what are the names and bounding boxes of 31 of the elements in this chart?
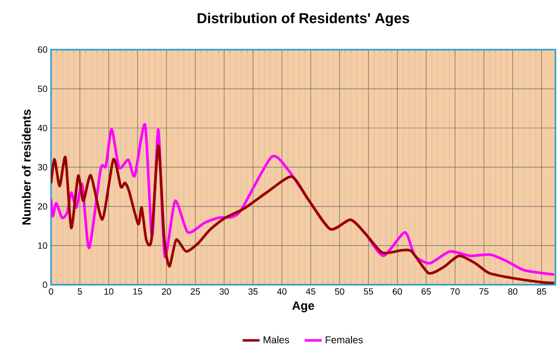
x-tick-label: 15 (133, 288, 142, 295)
y-tick-label: 60 (38, 46, 48, 53)
x-tick-label: 25 (190, 288, 200, 295)
x-tick-label: 80 (508, 288, 518, 295)
x-tick-label: 65 (422, 288, 431, 295)
y-tick-label: 30 (38, 164, 48, 170)
x-tick-label: 20 (162, 288, 172, 295)
y-tick-label: 50 (38, 86, 48, 92)
x-tick-label: 55 (364, 288, 374, 295)
line-series (51, 144, 556, 284)
legend-label: Females (326, 336, 363, 344)
y-tick-label: 20 (38, 203, 48, 210)
x-tick-label: 50 (334, 288, 344, 295)
x-tick-label: 60 (392, 288, 402, 295)
x-tick-label: 75 (479, 288, 488, 295)
x-tick-label: 35 (248, 288, 258, 295)
y-tick-label: 40 (38, 124, 48, 132)
y-tick-label: 0 (42, 282, 48, 288)
x-axis-title: Age (292, 302, 314, 312)
x-tick-label: 0 (48, 288, 54, 295)
x-tick-label: 85 (537, 288, 546, 295)
y-tick-label: 10 (38, 242, 48, 249)
x-tick-label: 45 (306, 288, 316, 295)
x-tick-label: 30 (220, 288, 229, 295)
x-tick-label: 5 (78, 288, 82, 295)
legend-label: Males (264, 336, 290, 344)
x-tick-label: 10 (104, 288, 114, 295)
x-tick-label: 70 (450, 288, 460, 295)
chart-title: Distribution of Residents' Ages (198, 12, 410, 26)
x-tick-label: 40 (277, 288, 287, 295)
y-axis-title: Number of residents (22, 110, 31, 225)
